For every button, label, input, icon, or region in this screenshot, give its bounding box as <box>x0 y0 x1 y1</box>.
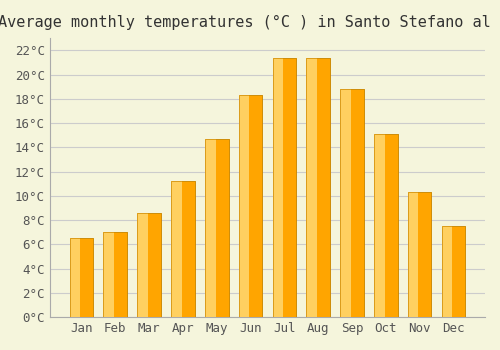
Bar <box>272 57 296 317</box>
Bar <box>171 181 194 317</box>
Bar <box>104 232 114 317</box>
Bar <box>408 192 432 317</box>
Bar <box>442 226 465 317</box>
Bar <box>70 238 94 317</box>
Bar <box>306 57 330 317</box>
Bar <box>306 57 330 317</box>
Bar <box>238 95 250 317</box>
Bar <box>340 89 364 317</box>
Bar <box>138 213 148 317</box>
Bar <box>171 181 181 317</box>
Bar <box>70 238 94 317</box>
Bar <box>306 57 317 317</box>
Bar <box>374 134 398 317</box>
Bar <box>408 192 432 317</box>
Bar <box>408 192 418 317</box>
Bar <box>272 57 283 317</box>
Bar <box>442 226 452 317</box>
Bar <box>340 89 351 317</box>
Bar <box>104 232 127 317</box>
Bar <box>205 139 229 317</box>
Bar <box>374 134 398 317</box>
Bar <box>138 213 161 317</box>
Bar <box>205 139 216 317</box>
Bar <box>238 95 262 317</box>
Bar <box>104 232 127 317</box>
Title: Average monthly temperatures (°C ) in Santo Stefano al Mare: Average monthly temperatures (°C ) in Sa… <box>0 15 500 30</box>
Bar <box>171 181 194 317</box>
Bar <box>272 57 296 317</box>
Bar <box>238 95 262 317</box>
Bar <box>138 213 161 317</box>
Bar <box>374 134 384 317</box>
Bar <box>205 139 229 317</box>
Bar <box>340 89 364 317</box>
Bar <box>442 226 465 317</box>
Bar <box>70 238 80 317</box>
